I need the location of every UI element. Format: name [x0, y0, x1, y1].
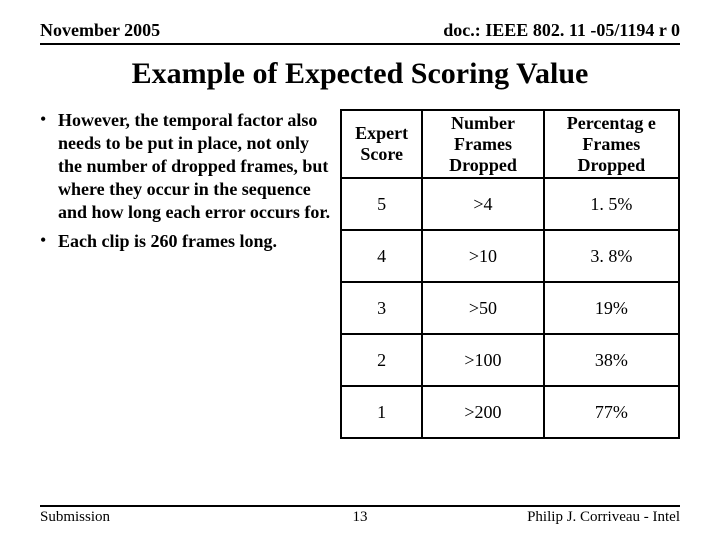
cell: >50: [422, 282, 543, 334]
cell: 2: [341, 334, 422, 386]
table-row: 2 >100 38%: [341, 334, 679, 386]
table-row: 5 >4 1. 5%: [341, 178, 679, 230]
cell: >10: [422, 230, 543, 282]
table-row: 4 >10 3. 8%: [341, 230, 679, 282]
cell: 77%: [544, 386, 679, 438]
table-row: 1 >200 77%: [341, 386, 679, 438]
bullet-mark: •: [40, 109, 58, 224]
footer: Submission 13 Philip J. Corriveau - Inte…: [40, 505, 680, 526]
bullet-item: • However, the temporal factor also need…: [40, 109, 334, 224]
cell: 3. 8%: [544, 230, 679, 282]
footer-right: Philip J. Corriveau - Intel: [527, 509, 680, 526]
content-area: • However, the temporal factor also need…: [40, 109, 680, 439]
col-header: Percentag e Frames Dropped: [544, 110, 679, 178]
table-container: Expert Score Number Frames Dropped Perce…: [340, 109, 680, 439]
cell: >200: [422, 386, 543, 438]
bullet-text: Each clip is 260 frames long.: [58, 230, 334, 253]
cell: 1. 5%: [544, 178, 679, 230]
table-row: 3 >50 19%: [341, 282, 679, 334]
cell: 4: [341, 230, 422, 282]
cell: 38%: [544, 334, 679, 386]
bullet-text: However, the temporal factor also needs …: [58, 109, 334, 224]
col-header: Expert Score: [341, 110, 422, 178]
cell: 5: [341, 178, 422, 230]
header: November 2005 doc.: IEEE 802. 11 -05/119…: [40, 20, 680, 45]
header-right: doc.: IEEE 802. 11 -05/1194 r 0: [443, 20, 680, 41]
header-left: November 2005: [40, 20, 160, 41]
page-title: Example of Expected Scoring Value: [40, 57, 680, 91]
footer-left: Submission: [40, 509, 110, 526]
cell: 19%: [544, 282, 679, 334]
bullet-mark: •: [40, 230, 58, 253]
col-header: Number Frames Dropped: [422, 110, 543, 178]
cell: >4: [422, 178, 543, 230]
bullet-item: • Each clip is 260 frames long.: [40, 230, 334, 253]
scoring-table: Expert Score Number Frames Dropped Perce…: [340, 109, 680, 439]
cell: 3: [341, 282, 422, 334]
table-header-row: Expert Score Number Frames Dropped Perce…: [341, 110, 679, 178]
cell: 1: [341, 386, 422, 438]
bullet-list: • However, the temporal factor also need…: [40, 109, 340, 439]
cell: >100: [422, 334, 543, 386]
